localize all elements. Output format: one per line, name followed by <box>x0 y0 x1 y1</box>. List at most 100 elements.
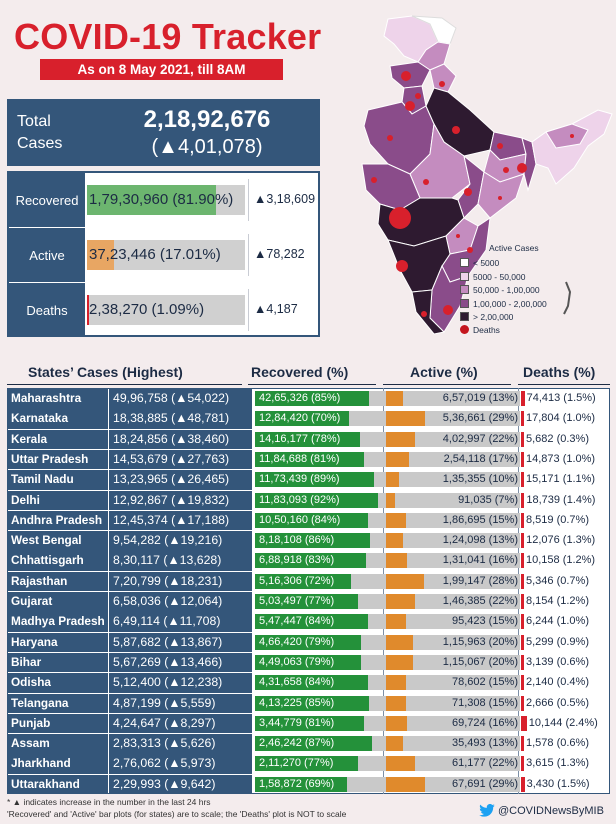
twitter-handle-text: @COVIDNewsByMIB <box>498 805 604 817</box>
death-dot-karnataka <box>396 260 408 272</box>
total-label-line2: Cases <box>17 135 63 152</box>
col-header-states: States’ Cases (Highest) <box>28 364 183 380</box>
summary-delta: ▲3,18,609 <box>254 192 316 206</box>
recovered-value: 5,03,497 (77%) <box>259 595 335 607</box>
active-value: 6,57,019 (13%) <box>442 392 518 404</box>
recovered-value: 2,46,242 (87%) <box>259 737 335 750</box>
deaths-value: 2,666 (0.5%) <box>526 696 589 709</box>
summary-row-deaths: Deaths 2,38,270 (1.09%) ▲4,187 <box>9 283 318 337</box>
death-dot-bihar <box>497 143 503 149</box>
recovered-bar-track: 3,44,779 (81%) <box>255 715 389 731</box>
deaths-value: 5,682 (0.3%) <box>526 432 589 445</box>
column-separator <box>383 388 384 794</box>
state-cases: 2,83,313 (▲5,626) <box>109 734 252 754</box>
active-bar <box>386 675 407 691</box>
active-bar-track: 1,15,067 (20%) <box>386 654 520 670</box>
death-dot-jharkhand <box>503 167 509 173</box>
deaths-value: 3,430 (1.5%) <box>526 777 590 790</box>
recovered-value: 14,16,177 (78%) <box>259 432 341 445</box>
death-dot-uttarakhand <box>439 81 445 87</box>
state-name: Telangana <box>8 693 108 713</box>
summary-bar-track: 2,38,270 (1.09%) <box>87 295 245 325</box>
summary-row-recovered: Recovered 1,79,30,960 (81.90%) ▲3,18,609 <box>9 173 318 227</box>
summary-divider <box>248 289 249 331</box>
legend-item: > 2,00,000 <box>460 312 513 323</box>
state-name: Bihar <box>8 652 108 673</box>
deaths-bar <box>521 573 524 589</box>
map-northeast-region <box>531 109 613 185</box>
active-bar-track: 2,54,118 (17%) <box>386 451 520 467</box>
summary-bar-fill <box>87 185 217 215</box>
active-value: 1,31,041 (16%) <box>442 554 518 567</box>
state-name: Kerala <box>8 429 108 450</box>
recovered-bar <box>255 736 372 752</box>
twitter-handle[interactable]: @COVIDNewsByMIB <box>479 804 604 817</box>
summary-value: 2,38,270 (1.09%) <box>89 301 205 318</box>
active-bar <box>386 573 424 589</box>
recovered-bar <box>255 715 364 731</box>
active-bar-track: 1,99,147 (28%) <box>386 573 520 589</box>
state-cases: 2,76,062 (▲5,973) <box>109 754 252 774</box>
active-bar <box>386 512 407 528</box>
state-cases: 6,58,036 (▲12,064) <box>109 592 252 612</box>
state-cases: 9,54,282 (▲19,216) <box>109 531 252 551</box>
total-cases-label: Total Cases <box>17 111 62 155</box>
total-cases-panel: Total Cases 2,18,92,676 (▲4,01,078) <box>7 99 320 166</box>
active-bar <box>386 451 409 467</box>
death-dot-tamilnadu <box>443 305 453 315</box>
active-bar-track: 61,177 (22%) <box>386 756 520 772</box>
summary-divider <box>248 179 249 221</box>
active-bar <box>386 776 425 792</box>
recovered-value: 4,49,063 (79%) <box>259 655 335 668</box>
active-value: 61,177 (22%) <box>451 757 518 770</box>
table-row: Telangana 4,87,199 (▲5,559) 4,13,225 (85%)… <box>8 693 609 714</box>
active-bar-track: 5,36,661 (29%) <box>386 411 520 427</box>
summary-value: 37,23,446 (17.01%) <box>89 246 221 263</box>
header-divider <box>7 384 242 385</box>
state-name: Delhi <box>8 490 108 510</box>
deaths-bar <box>521 533 525 549</box>
recovered-bar <box>255 553 367 569</box>
recovered-value: 12,84,420 (70%) <box>259 412 341 425</box>
recovered-bar <box>255 411 349 427</box>
deaths-bar <box>521 654 524 670</box>
state-cases: 7,20,799 (▲18,231) <box>109 571 252 592</box>
active-bar-track: 67,691 (29%) <box>386 776 520 792</box>
active-bar-track: 35,493 (13%) <box>386 736 520 752</box>
active-bar-track: 91,035 (7%) <box>386 492 520 508</box>
state-cases: 5,87,682 (▲13,867) <box>109 632 252 653</box>
recovered-bar <box>255 654 361 670</box>
recovered-value: 11,84,688 (81%) <box>259 452 340 465</box>
legend-swatch <box>460 271 469 281</box>
active-bar <box>386 431 416 447</box>
recovered-bar-track: 8,18,108 (86%) <box>255 533 389 549</box>
deaths-bar <box>521 614 524 630</box>
legend-swatch <box>460 258 469 267</box>
deaths-bar <box>521 451 524 467</box>
summary-bar-track: 37,23,446 (17.01%) <box>87 240 245 270</box>
deaths-value: 18,739 (1.4%) <box>526 493 596 506</box>
death-dot-telangana <box>456 234 460 238</box>
legend-swatch <box>460 285 469 294</box>
active-bar-track: 1,15,963 (20%) <box>386 634 520 650</box>
table-row: Odisha 5,12,400 (▲12,238) 4,31,658 (84%) 78… <box>8 673 609 693</box>
recovered-bar <box>255 573 352 589</box>
state-cases: 5,12,400 (▲12,238) <box>109 673 252 693</box>
recovered-bar-track: 4,13,225 (85%) <box>255 695 389 711</box>
summary-bar-track: 1,79,30,960 (81.90%) <box>87 185 245 215</box>
summary-bar-fill <box>87 240 114 270</box>
deaths-value: 8,154 (1.2%) <box>526 595 589 607</box>
state-cases: 12,45,374 (▲17,188) <box>109 510 252 531</box>
death-dot-kerala <box>421 311 427 317</box>
summary-panel: Recovered 1,79,30,960 (81.90%) ▲3,18,609 Ac… <box>7 171 320 337</box>
column-separator <box>518 388 519 794</box>
recovered-bar-track: 4,66,420 (79%) <box>255 634 389 650</box>
header-divider <box>518 384 610 385</box>
active-value: 1,15,963 (20%) <box>442 635 518 648</box>
active-bar <box>386 695 407 711</box>
summary-label: Active <box>9 228 85 282</box>
active-value: 1,24,098 (13%) <box>442 534 518 547</box>
deaths-value: 74,413 (1.5%) <box>526 392 596 404</box>
recovered-bar-track: 2,46,242 (87%) <box>255 736 389 752</box>
legend-swatch <box>460 298 469 308</box>
